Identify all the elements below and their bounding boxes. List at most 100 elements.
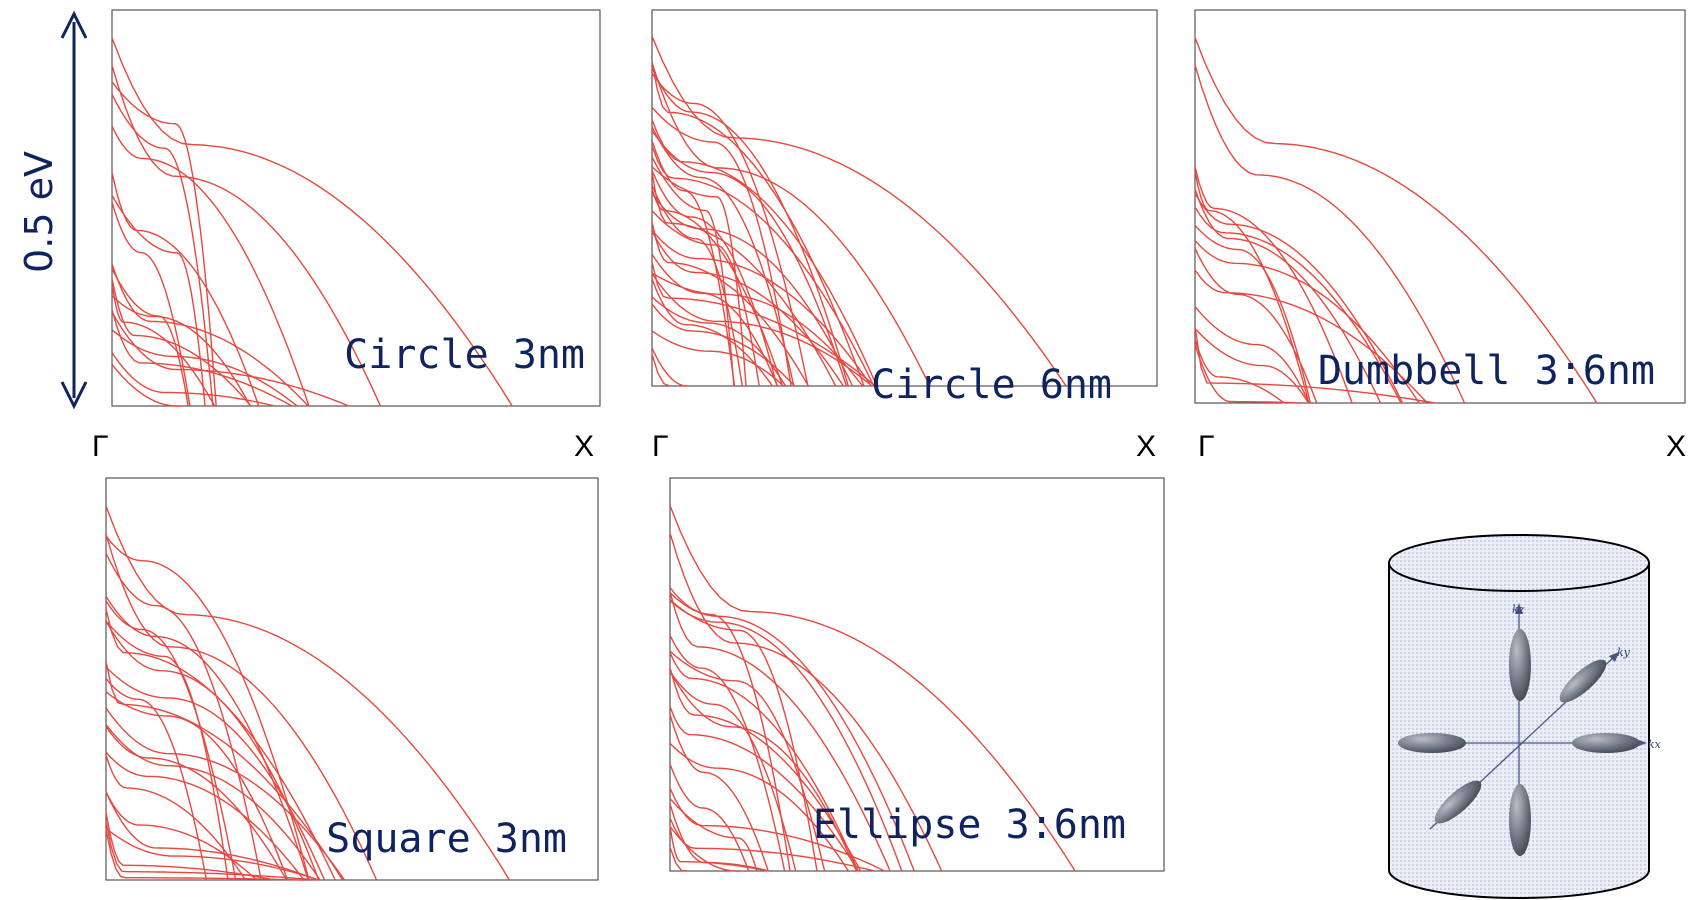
panel-frame [1194,9,1686,404]
k-label-x: X [1136,430,1156,463]
band-curve [651,347,689,387]
band-curve [651,130,848,387]
panel-circle-3nm: Circle 3nm Γ X [92,9,601,463]
band-curve [651,119,878,387]
panel-frame [669,477,1165,872]
band-curve [111,37,513,407]
band-curve [1194,326,1435,404]
band-curve [669,763,750,872]
band-curve [111,278,252,407]
band-curve [651,106,792,387]
band-curve [669,817,875,872]
band-curve [669,505,1076,872]
band-curve [669,532,943,872]
kz-arrowhead [1515,603,1523,614]
band-curve [669,706,859,872]
band-curve [669,798,758,872]
band-curve [669,592,915,872]
band-curve [669,714,769,872]
energy-scale: 0.5 eV [17,10,88,410]
band-curve [669,587,791,872]
energy-scale-label: 0.5 eV [17,151,61,273]
valley-ellipsoid-ky-minus [1434,780,1482,824]
band-curve [651,184,743,387]
band-curve [111,363,181,407]
band-curve [651,73,809,387]
band-curve [651,126,795,387]
band-curve [651,62,931,387]
band-curve [651,172,837,387]
band-curve [651,278,774,387]
band-curve [651,253,779,387]
band-curve [105,677,208,881]
band-curve [1194,305,1310,404]
band-curve [105,827,320,881]
band-curve [669,670,797,872]
band-curve [105,751,305,881]
band-curve [1194,64,1466,404]
panel-frame [111,9,601,407]
band-curve [669,652,859,872]
band-curve [1194,224,1311,404]
band-structure [1194,37,1598,404]
band-curve [105,620,229,881]
cylinder-top [1388,534,1650,592]
band-curve [669,591,891,872]
panel-frame [651,9,1158,387]
band-curve [105,552,262,881]
band-curve [651,272,864,387]
panel-circle-6nm: Circle 6nm Γ X [651,9,1158,463]
band-curve [105,791,318,881]
valley-ellipsoid-kx-plus [1572,733,1640,753]
band-curve [111,295,251,407]
band-curve [1194,206,1402,404]
band-curve [105,535,310,881]
valley-ellipsoid-kx-minus [1398,733,1466,753]
kx-axis-label: kx [1648,738,1662,751]
energy-scale-arrowhead-up [60,10,88,39]
band-curve [651,188,784,387]
band-curve [111,125,310,407]
band-curve [105,754,247,881]
band-curve [651,192,854,387]
band-curve [651,330,784,387]
panel-label: Circle 6nm [871,362,1112,408]
k-label-gamma: Γ [1198,430,1215,463]
band-curve [1194,339,1285,404]
band-curve [111,81,217,407]
band-curve [105,707,346,881]
band-curve [669,742,849,872]
band-curve [1194,327,1309,404]
band-curve [1194,269,1428,404]
band-curve [669,667,862,872]
panel-label: Ellipse 3:6nm [813,802,1126,848]
panel-ellipse-3-6nm: Ellipse 3:6nm [669,477,1165,872]
band-curve [669,650,826,872]
band-curve [1194,193,1404,404]
valley-ellipsoid-kz-minus [1509,784,1531,856]
band-curve [651,353,671,387]
band-curve [669,846,688,872]
valley-ellipsoid-ky-plus [1559,659,1607,703]
band-curve [669,671,858,872]
band-structure [651,36,1067,387]
band-curve [1194,247,1318,404]
panel-label: Square 3nm [326,816,567,862]
band-structure [105,505,510,881]
band-curve [1194,188,1382,404]
band-curve [105,600,237,881]
band-curve [111,329,298,407]
k-label-gamma: Γ [652,430,669,463]
band-curve [111,65,382,407]
band-curve [651,273,873,387]
panel-dumbbell-3-6nm: Dumbbell 3:6nm Γ X [1194,9,1686,463]
band-curve [1194,240,1420,404]
panel-label: Dumbbell 3:6nm [1318,348,1655,394]
panel-label: Circle 3nm [344,332,585,378]
panel-square-3nm: Square 3nm [105,477,599,881]
kz-axis-label: kz [1512,603,1525,616]
band-curve [105,661,344,881]
band-curve [669,825,768,872]
k-label-x: X [574,430,594,463]
